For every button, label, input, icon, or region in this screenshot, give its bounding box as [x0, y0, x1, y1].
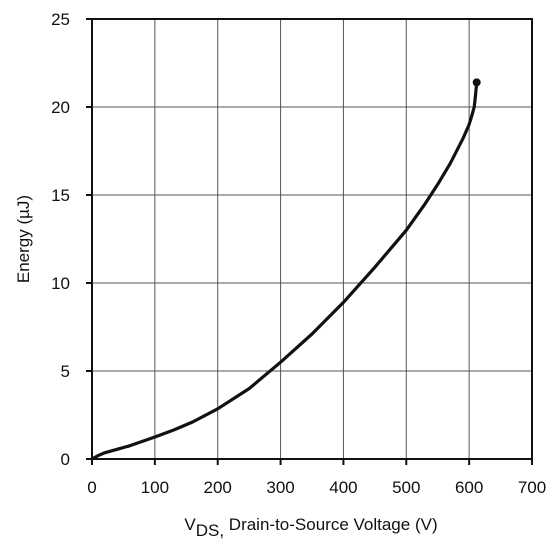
x-tick-label: 600: [455, 478, 483, 497]
y-tick-label: 25: [51, 10, 70, 29]
x-tick-label: 700: [518, 478, 546, 497]
x-axis-title-rest: Drain-to-Source Voltage (V): [224, 515, 438, 534]
x-tick-label: 200: [204, 478, 232, 497]
energy-curve: [90, 80, 479, 461]
x-tick-label: 100: [141, 478, 169, 497]
x-axis-title: VDS, Drain-to-Source Voltage (V): [184, 515, 437, 540]
x-tick-labels: 0 100 200 300 400 500 600 700: [87, 478, 546, 497]
x-axis-title-prefix: V: [184, 515, 196, 534]
plot-frame: [91, 18, 533, 460]
x-tick-label: 400: [329, 478, 357, 497]
y-tick-label: 5: [61, 362, 70, 381]
y-tick-label: 20: [51, 98, 70, 117]
y-tick-labels: 0 5 10 15 20 25: [51, 10, 70, 469]
y-tick-label: 10: [51, 274, 70, 293]
curve-end-point: [472, 78, 481, 87]
x-tick-label: 300: [266, 478, 294, 497]
x-axis-title-subscript: DS,: [196, 521, 224, 540]
gridlines: [92, 19, 532, 459]
axis-ticks: [86, 18, 533, 465]
x-tick-label: 500: [392, 478, 420, 497]
y-tick-label: 15: [51, 186, 70, 205]
x-tick-label: 0: [87, 478, 96, 497]
y-tick-label: 0: [61, 450, 70, 469]
data-series: [90, 78, 481, 461]
y-axis-title: Energy (µJ): [14, 195, 33, 283]
